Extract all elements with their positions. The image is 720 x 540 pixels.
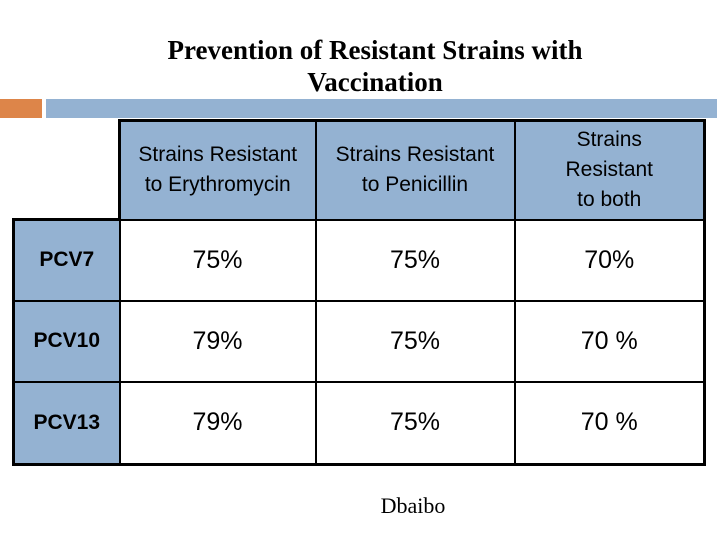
- table-row-pcv7: PCV7 75% 75% 70%: [12, 218, 706, 302]
- cell-pcv10-penicillin: 75%: [314, 299, 516, 383]
- table-header-row: Strains Resistant to Erythromycin Strain…: [14, 119, 706, 221]
- cell-pcv13-both: 70 %: [513, 380, 706, 466]
- slide-title: Prevention of Resistant Strains with Vac…: [167, 35, 583, 97]
- cell-pcv13-erythromycin: 79%: [118, 380, 317, 466]
- cell-pcv7-erythromycin: 75%: [118, 218, 317, 302]
- resistance-table: Strains Resistant to Erythromycin Strain…: [12, 119, 706, 466]
- accent-bar-orange: [0, 99, 42, 118]
- column-header-erythromycin: Strains Resistant to Erythromycin: [118, 119, 317, 221]
- cell-pcv13-penicillin: 75%: [314, 380, 516, 466]
- column-header-penicillin: Strains Resistant to Penicillin: [314, 119, 516, 221]
- row-label-pcv7: PCV7: [12, 218, 121, 302]
- table-row-pcv13: PCV13 79% 75% 70 %: [12, 380, 706, 466]
- cell-pcv7-penicillin: 75%: [314, 218, 516, 302]
- table-row-pcv10: PCV10 79% 75% 70 %: [12, 299, 706, 383]
- cell-pcv10-erythromycin: 79%: [118, 299, 317, 383]
- row-label-pcv10: PCV10: [12, 299, 121, 383]
- table-corner-cell: [14, 121, 120, 220]
- accent-bar-blue: [46, 99, 717, 118]
- row-label-pcv13: PCV13: [12, 380, 121, 466]
- column-header-both: Strains Resistant to both: [513, 119, 706, 221]
- cell-pcv10-both: 70 %: [513, 299, 706, 383]
- footer-credit: Dbaibo: [380, 493, 446, 518]
- cell-pcv7-both: 70%: [513, 218, 706, 302]
